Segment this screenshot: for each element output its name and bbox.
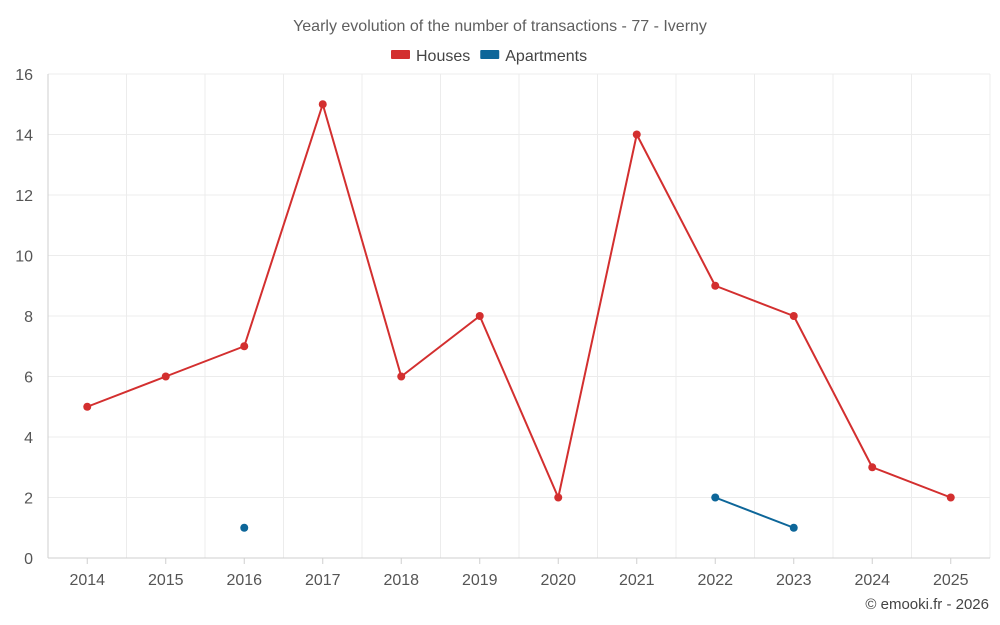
chart-legend: Houses Apartments [391,48,587,65]
houses-line-segment [400,315,481,378]
houses-line-segment [478,315,560,499]
x-tick-label: 2016 [226,572,262,589]
x-tick-label: 2019 [462,572,498,589]
houses-line-segment [86,375,167,408]
houses-point-2018 [397,372,406,381]
houses-line-segment [792,315,874,469]
y-tick-label: 0 [24,551,33,568]
houses-line-segment [321,103,403,378]
y-tick-label: 16 [15,67,33,84]
houses-point-2022 [711,281,720,290]
apartments-point-2023 [789,523,798,532]
houses-point-2019 [475,312,484,320]
axes: 0 2 4 6 8 10 12 14 16 2014 2015 2016 2017 2018 2019 202… [15,67,990,589]
x-tick-label: 2020 [540,572,576,589]
houses-point-2017 [318,100,327,109]
x-tick-label: 2025 [933,572,969,589]
apartments-line-segment [714,496,795,529]
y-tick-label: 14 [15,128,33,145]
y-tick-label: 8 [24,309,33,326]
x-tick-label: 2018 [383,572,419,589]
legend-swatch-houses[interactable] [391,50,410,59]
chart-title: Yearly evolution of the number of transa… [293,18,707,35]
x-tick-label: 2021 [619,572,655,589]
houses-point-2024 [868,463,877,472]
legend-label-apartments[interactable]: Apartments [505,48,587,65]
apartments-point-2016 [240,523,249,532]
houses-line-segment [243,103,324,348]
houses-point-2025 [946,493,955,502]
houses-point-2016 [240,342,249,351]
y-tick-label: 10 [15,249,33,266]
apartments-point-2022 [711,493,720,502]
houses-line-segment [635,133,717,287]
y-tick-label: 12 [15,188,33,205]
x-tick-label: 2024 [854,572,890,589]
houses-line-segment [557,133,638,499]
legend-swatch-apartments[interactable] [480,50,500,59]
x-tick-label: 2022 [697,572,733,589]
houses-line-segment [871,466,952,499]
y-tick-label: 4 [24,430,33,447]
houses-point-2015 [161,372,170,381]
houses-line-segment [714,284,795,317]
x-tick-label: 2015 [148,572,184,589]
y-tick-label: 6 [24,370,33,387]
legend-label-houses[interactable]: Houses [416,48,470,65]
credit-text: © emooki.fr - 2026 [865,596,989,613]
y-tick-label: 2 [24,491,33,508]
x-tick-label: 2014 [69,572,105,589]
houses-point-2014 [83,402,92,411]
houses-point-2020 [554,493,563,502]
houses-line-segment [164,345,246,378]
houses-point-2021 [632,130,641,139]
houses-point-2023 [789,312,798,320]
x-tick-label: 2017 [305,572,341,589]
series-layer [83,100,955,532]
grid-lines [47,73,991,558]
x-tick-label: 2023 [776,572,812,589]
